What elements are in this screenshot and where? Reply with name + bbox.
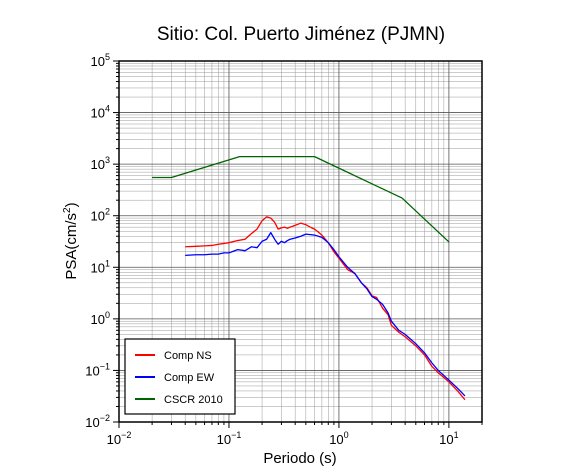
y-axis-label-close: ) xyxy=(63,202,80,207)
grid-minor xyxy=(119,61,483,422)
y-tick-label: 100 xyxy=(91,310,110,327)
x-tick-label-base: 10 xyxy=(107,432,121,447)
series-line-3 xyxy=(152,155,450,243)
y-axis-label-superscript: 2 xyxy=(62,207,73,213)
y-tick-label-base: 10 xyxy=(91,157,105,172)
y-tick-label: 103 xyxy=(91,155,110,172)
y-tick-label-base: 10 xyxy=(85,415,99,430)
x-axis-label: Periodo (s) xyxy=(263,450,336,467)
y-tick-label-exponent: −1 xyxy=(100,361,110,371)
legend-label: CSCR 2010 xyxy=(164,394,223,406)
legend: Comp NS Comp EW CSCR 2010 xyxy=(124,338,236,415)
y-tick-label-base: 10 xyxy=(91,209,105,224)
x-tick-label-exponent: 0 xyxy=(344,430,349,440)
y-tick-label-exponent: −2 xyxy=(100,413,110,423)
y-tick-label-base: 10 xyxy=(91,312,105,327)
y-tick-label-exponent: 2 xyxy=(105,207,110,217)
y-axis-label-base: PSA(cm/s xyxy=(63,213,80,280)
x-tick-label: 10−2 xyxy=(107,430,132,447)
x-tick-label: 100 xyxy=(329,430,348,447)
y-tick-label-exponent: 0 xyxy=(105,310,110,320)
y-tick-label-base: 10 xyxy=(91,260,105,275)
x-tick-labels: 10−2 10−1 100 101 xyxy=(107,430,459,447)
y-axis-label: PSA(cm/s2) xyxy=(62,202,80,279)
x-tick-label-exponent: −2 xyxy=(121,430,131,440)
y-tick-label-exponent: 5 xyxy=(105,52,110,62)
y-tick-label-base: 10 xyxy=(91,106,105,121)
x-tick-label-base: 10 xyxy=(217,432,231,447)
y-tick-label: 102 xyxy=(91,207,110,224)
y-tick-label-exponent: 4 xyxy=(105,104,110,114)
x-tick-label: 10−1 xyxy=(217,430,242,447)
axis-ticks xyxy=(113,60,483,428)
legend-label: Comp EW xyxy=(164,372,215,384)
chart-title: Sitio: Col. Puerto Jiménez (PJMN) xyxy=(157,24,445,45)
x-tick-label-exponent: −1 xyxy=(231,430,241,440)
x-tick-label-exponent: 1 xyxy=(454,430,459,440)
y-tick-label: 10−1 xyxy=(85,361,110,378)
y-tick-label-base: 10 xyxy=(85,363,99,378)
y-tick-label: 104 xyxy=(91,104,110,121)
x-tick-label-base: 10 xyxy=(439,432,453,447)
x-tick-label-base: 10 xyxy=(329,432,343,447)
y-tick-label: 101 xyxy=(91,258,110,275)
series-line-1 xyxy=(185,216,466,401)
y-tick-label: 105 xyxy=(91,52,110,69)
y-tick-label-exponent: 1 xyxy=(105,258,110,268)
y-tick-label: 10−2 xyxy=(85,413,110,430)
series-layer xyxy=(152,155,466,401)
series-line-2 xyxy=(185,231,466,397)
legend-label: Comp NS xyxy=(164,350,212,362)
plot-frame xyxy=(118,60,483,423)
y-tick-label-base: 10 xyxy=(91,54,105,69)
y-tick-label-exponent: 3 xyxy=(105,155,110,165)
x-tick-label: 101 xyxy=(439,430,458,447)
